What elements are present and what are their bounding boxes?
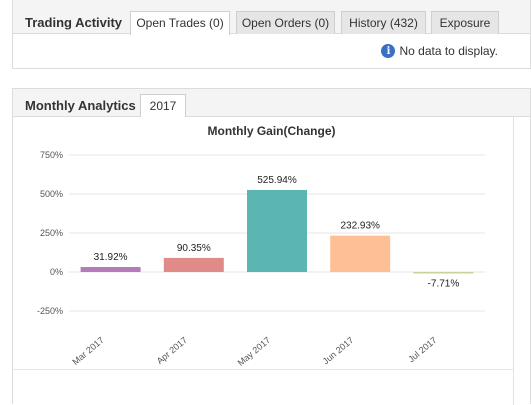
- y-tick-label: -250%: [37, 306, 63, 316]
- bar: [163, 257, 224, 272]
- monthly-analytics-title: Monthly Analytics: [25, 98, 136, 113]
- data-label: -7.71%: [428, 279, 460, 290]
- monthly-gain-chart: -250% 0% 250% 500% 750% 31.92% Mar 2017 90.35% A…: [37, 150, 485, 368]
- empty-state: i No data to display.: [381, 44, 498, 58]
- x-tick-label: May 2017: [236, 335, 273, 368]
- info-icon: i: [381, 44, 396, 58]
- trading-activity-title: Trading Activity: [25, 15, 123, 30]
- y-tick-label: 750%: [40, 150, 63, 160]
- x-tick-label: Mar 2017: [70, 335, 106, 367]
- trading-activity-panel: Trading Activity Open Trades (0) Open Or…: [12, 0, 531, 69]
- y-tick-label: 500%: [40, 189, 63, 199]
- empty-state-message: No data to display.: [399, 44, 498, 58]
- tab-exposure[interactable]: Exposure: [431, 11, 499, 34]
- chart-title: Monthly Gain(Change): [207, 124, 336, 138]
- x-tick-label: Jun 2017: [321, 335, 356, 366]
- monthly-analytics-panel: Monthly Analytics 2017 Monthly Gain(Chan…: [12, 88, 531, 405]
- trading-activity-header: Trading Activity Open Trades (0) Open Or…: [13, 0, 530, 35]
- data-label: 90.35%: [177, 243, 211, 254]
- y-tick-label: 250%: [40, 228, 63, 238]
- y-tick-label: 0%: [50, 267, 63, 277]
- monthly-analytics-header: Monthly Analytics 2017: [13, 89, 530, 117]
- data-label: 232.93%: [340, 221, 380, 232]
- bar: [413, 272, 474, 274]
- data-label: 31.92%: [94, 252, 128, 263]
- bar: [80, 267, 141, 272]
- panel-divider: [513, 117, 514, 405]
- bar: [330, 235, 391, 272]
- tab-open-trades[interactable]: Open Trades (0): [130, 11, 230, 35]
- data-label: 525.94%: [257, 175, 297, 186]
- tab-open-orders[interactable]: Open Orders (0): [236, 11, 335, 34]
- x-tick-label: Apr 2017: [155, 335, 189, 366]
- tab-history[interactable]: History (432): [341, 11, 426, 34]
- bar: [247, 189, 307, 272]
- tab-year-2017[interactable]: 2017: [140, 94, 186, 117]
- x-tick-label: Jul 2017: [406, 335, 438, 365]
- panel-divider-horizontal: [13, 369, 513, 370]
